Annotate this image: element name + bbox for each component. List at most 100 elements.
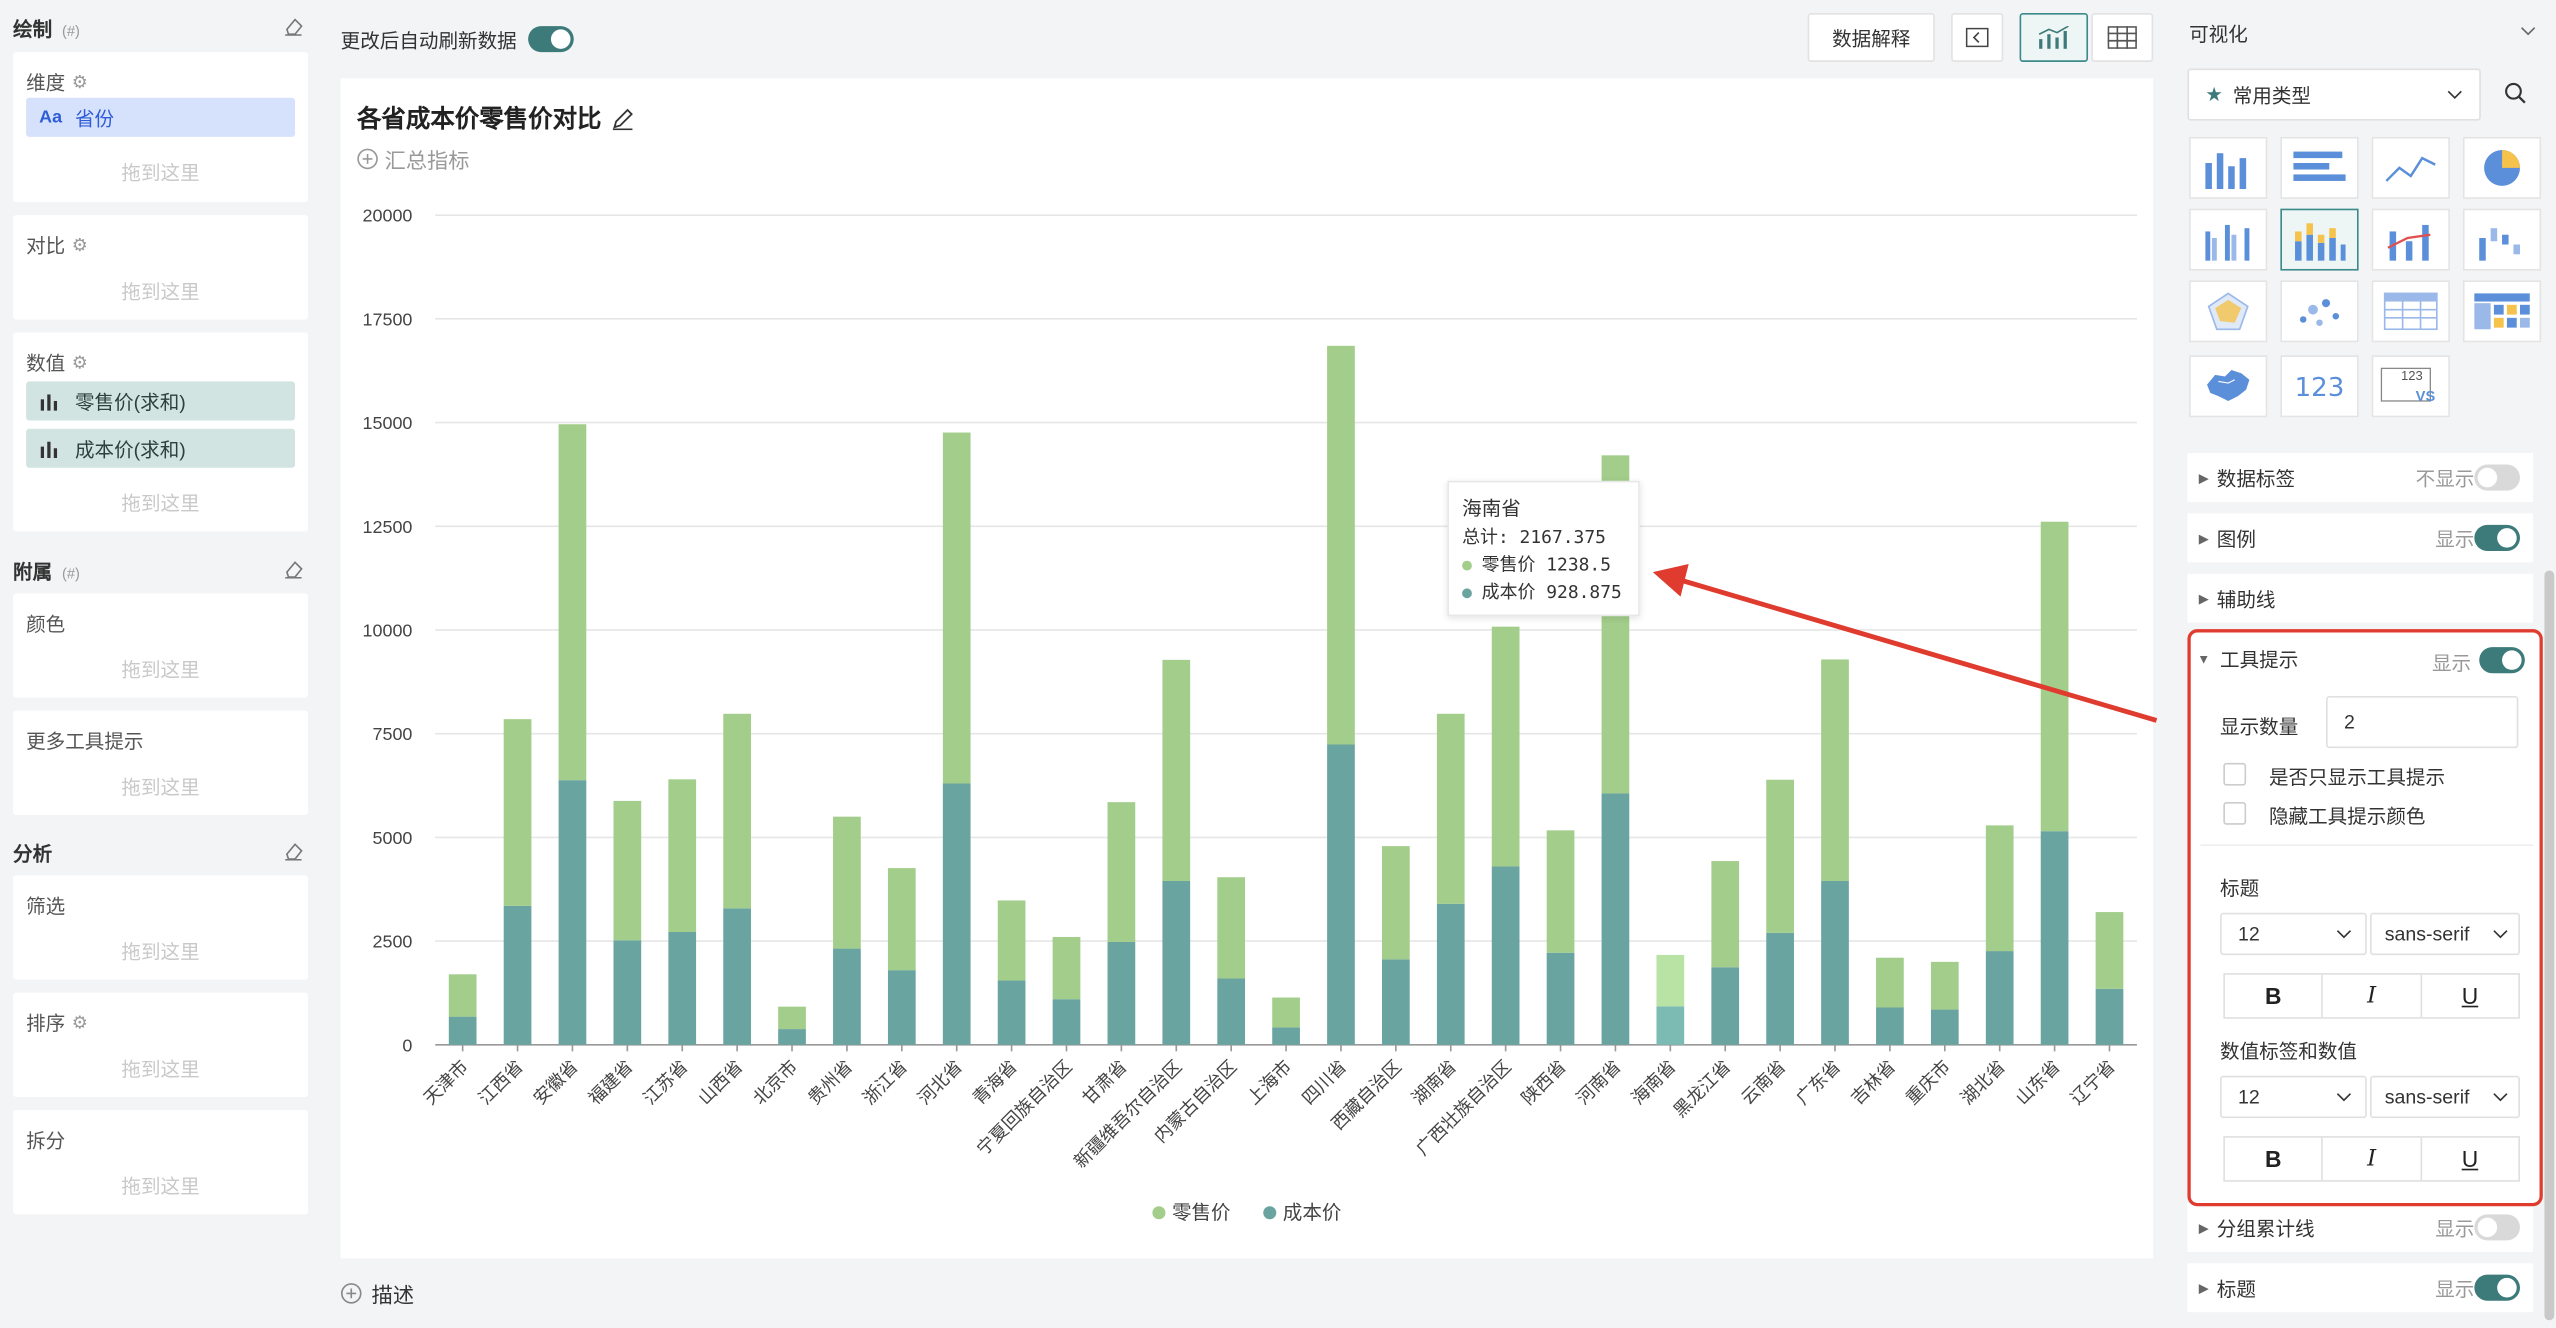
kpi-compare-icon: 123 VS (2380, 363, 2442, 409)
settings-icon[interactable]: ⚙ (71, 236, 88, 256)
x-tick-label: 江西省 (475, 1056, 527, 1108)
description-button[interactable]: 描述 (340, 1278, 414, 1309)
expand-icon: ▶ (2198, 470, 2209, 485)
values-box[interactable]: 数值 ⚙ 零售价(求和) 成本价(求和) 拖到这里 (13, 332, 309, 532)
legend-row[interactable]: ▶ 图例 显示 (2187, 513, 2534, 563)
chart-view-button[interactable] (2019, 13, 2089, 62)
compare-drop-zone[interactable]: 拖到这里 (121, 280, 200, 304)
legend-swatch (1263, 1206, 1277, 1220)
pie-chart-tile[interactable] (2462, 136, 2542, 199)
title-size-select[interactable]: 12 (2220, 912, 2367, 956)
combo-chart-tile[interactable] (2371, 208, 2450, 271)
values-drop-zone[interactable]: 拖到这里 (121, 492, 200, 516)
dimension-drop-zone[interactable]: 拖到这里 (121, 161, 200, 185)
title-row[interactable]: ▶ 标题 显示 (2187, 1263, 2534, 1313)
sort-box[interactable]: 排序 ⚙ 拖到这里 (13, 992, 309, 1097)
x-tick-label: 云南省 (1737, 1056, 1789, 1108)
bar-cost (613, 940, 642, 1045)
settings-icon[interactable]: ⚙ (71, 73, 88, 93)
split-drop-zone[interactable]: 拖到这里 (121, 1175, 200, 1199)
bar-retail (613, 800, 642, 941)
retail-field-pill[interactable]: 零售价(求和) (26, 381, 296, 421)
tooltip-total: 总计: 2167.375 (1462, 526, 1606, 548)
radar-chart-tile[interactable] (2189, 280, 2268, 343)
filter-drop-zone[interactable]: 拖到这里 (121, 940, 200, 964)
x-tick-label: 湖北省 (1957, 1056, 2009, 1108)
table-chart-tile[interactable] (2371, 280, 2450, 343)
hide-color-label: 隐藏工具提示颜色 (2268, 805, 2426, 829)
chevron-down-icon[interactable] (2520, 24, 2536, 37)
only-tooltip-label: 是否只显示工具提示 (2268, 766, 2446, 789)
hide-color-checkbox[interactable] (2223, 801, 2247, 825)
edit-icon[interactable] (611, 107, 634, 130)
group-sum-toggle[interactable] (2474, 1214, 2520, 1241)
more-tooltip-drop-zone[interactable]: 拖到这里 (121, 775, 200, 799)
value-font-select[interactable]: sans-serif (2370, 1075, 2520, 1119)
bar-cost (1985, 951, 2014, 1045)
right-panel-scrollbar[interactable] (2544, 570, 2555, 1321)
display-count-input[interactable]: 2 (2326, 696, 2519, 749)
column-chart-tile[interactable] (2189, 136, 2268, 199)
data-label-toggle[interactable] (2474, 464, 2520, 491)
filter-box[interactable]: 筛选 拖到这里 (13, 875, 309, 980)
legend-toggle[interactable] (2474, 524, 2520, 551)
table-view-button[interactable] (2091, 13, 2154, 62)
dimension-field-pill[interactable]: Aa 省份 (26, 97, 296, 137)
legend-label: 成本价 (1283, 1202, 1342, 1224)
grouped-column-tile[interactable] (2189, 208, 2268, 271)
italic-button[interactable]: I (2323, 1137, 2422, 1181)
bar-retail (1821, 659, 1849, 881)
dimension-box[interactable]: 维度 ⚙ Aa 省份 拖到这里 (13, 52, 309, 203)
stacked-column-tile[interactable] (2280, 208, 2359, 271)
number-card-icon: 123 (2294, 370, 2345, 402)
underline-button[interactable]: U (2461, 1145, 2479, 1172)
cost-field-pill[interactable]: 成本价(求和) (26, 428, 296, 468)
bar-cost (1217, 978, 1246, 1045)
title-toggle[interactable] (2474, 1274, 2520, 1301)
kpi-compare-tile[interactable]: 123 VS (2371, 355, 2450, 418)
italic-button[interactable]: I (2323, 974, 2422, 1018)
sort-drop-zone[interactable]: 拖到这里 (121, 1057, 200, 1081)
more-tooltip-box[interactable]: 更多工具提示 拖到这里 (13, 710, 309, 815)
waterfall-chart-tile[interactable] (2462, 208, 2542, 271)
sort-label: 排序 ⚙ (26, 1012, 88, 1036)
bar-retail (1491, 626, 1520, 867)
split-box[interactable]: 拆分 拖到这里 (13, 1110, 309, 1215)
only-tooltip-checkbox[interactable] (2223, 762, 2247, 786)
number-card-tile[interactable]: 123 (2280, 355, 2359, 418)
chart-category-select[interactable]: ★ 常用类型 (2187, 68, 2481, 121)
color-box[interactable]: 颜色 拖到这里 (13, 593, 309, 698)
line-chart-tile[interactable] (2371, 136, 2450, 199)
bold-button[interactable]: B (2225, 974, 2324, 1018)
color-drop-zone[interactable]: 拖到这里 (121, 658, 200, 682)
aux-line-row[interactable]: ▶ 辅助线 (2187, 573, 2534, 623)
bar-chart-tile[interactable] (2280, 136, 2359, 199)
data-label-row[interactable]: ▶ 数据标签 不显示 (2187, 453, 2534, 503)
scatter-chart-tile[interactable] (2280, 280, 2359, 343)
value-size-select[interactable]: 12 (2220, 1075, 2367, 1119)
bar-retail (668, 779, 697, 932)
clear-icon[interactable] (284, 559, 304, 579)
clear-icon[interactable] (284, 16, 304, 36)
tooltip-toggle[interactable] (2479, 647, 2525, 674)
x-tick-label: 黑龙江省 (1670, 1056, 1735, 1121)
settings-icon[interactable]: ⚙ (71, 353, 88, 374)
title-font-select[interactable]: sans-serif (2370, 912, 2520, 956)
summary-metric-button[interactable]: 汇总指标 (357, 143, 469, 174)
x-tick-label: 河南省 (1573, 1056, 1625, 1108)
data-explain-button[interactable]: 数据解释 (1807, 13, 1935, 62)
bar-retail (1656, 954, 1685, 1007)
map-chart-tile[interactable] (2189, 355, 2268, 418)
tooltip-row-header[interactable]: ▼ 工具提示 (2197, 648, 2299, 672)
group-sum-row[interactable]: ▶ 分组累计线 显示 (2187, 1202, 2534, 1252)
search-icon[interactable] (2504, 82, 2527, 105)
auto-refresh-toggle[interactable] (528, 26, 574, 53)
collapse-panel-button[interactable] (1951, 13, 2004, 62)
underline-button[interactable]: U (2461, 982, 2479, 1009)
settings-icon[interactable]: ⚙ (71, 1013, 88, 1034)
compare-box[interactable]: 对比 ⚙ 拖到这里 (13, 215, 309, 320)
bold-button[interactable]: B (2225, 1137, 2324, 1181)
value-format-group: B I U (2223, 1136, 2520, 1182)
pivot-table-tile[interactable] (2462, 280, 2542, 343)
clear-icon[interactable] (284, 841, 304, 861)
